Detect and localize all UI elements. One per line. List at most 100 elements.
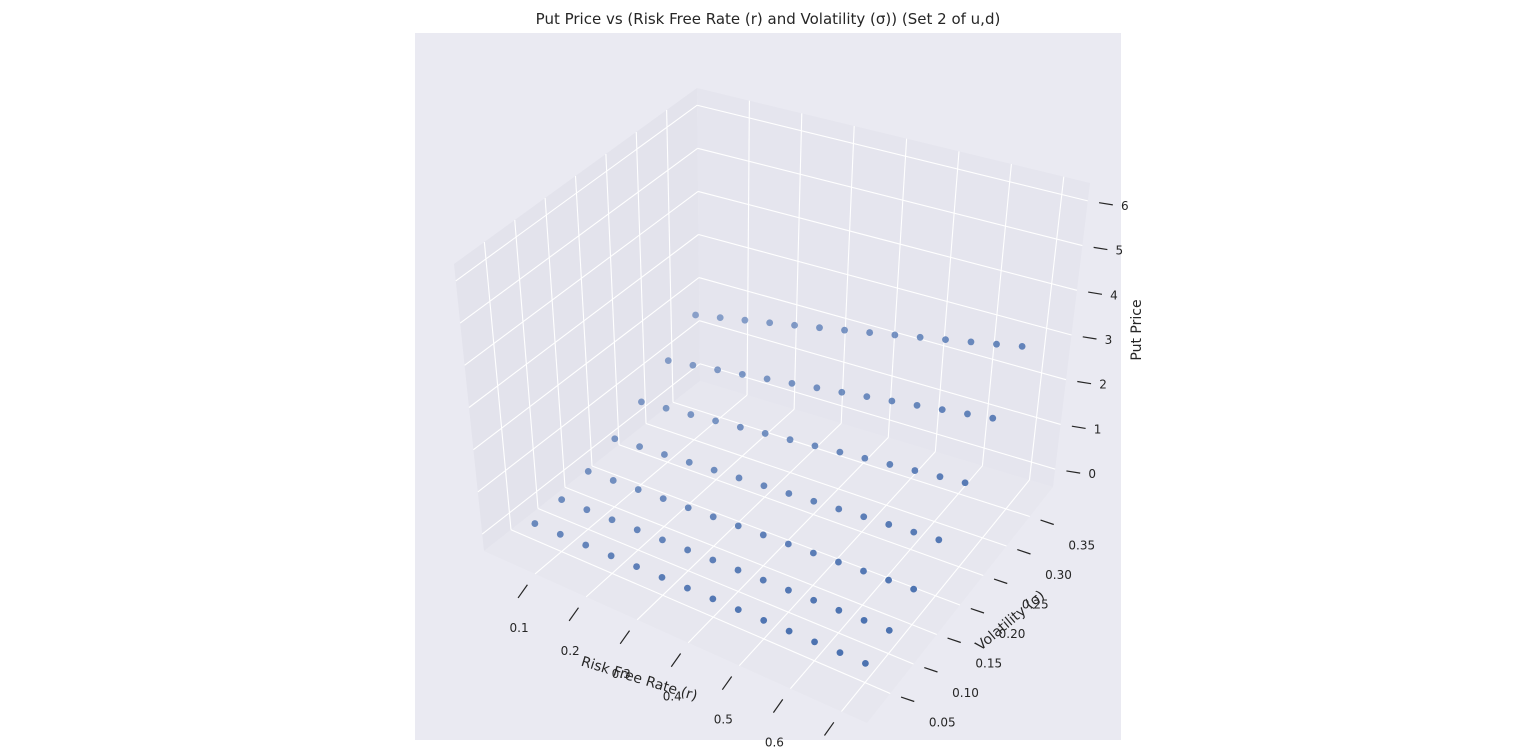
x-tick-label: 0.4	[663, 690, 682, 704]
z-tick-mark	[1088, 291, 1103, 295]
x-tick-mark	[670, 653, 682, 668]
grid-line-z-back	[698, 277, 1067, 381]
y-tick-mark	[1040, 519, 1054, 526]
data-point	[763, 375, 771, 383]
data-point	[942, 336, 949, 344]
data-point	[558, 496, 566, 504]
grid-lines	[455, 100, 1088, 712]
data-point	[791, 321, 798, 329]
data-point	[584, 467, 592, 475]
data-point	[836, 649, 844, 657]
data-point	[861, 454, 869, 462]
grid-line-z-left	[459, 147, 698, 324]
z-tick-label: 0	[1088, 467, 1096, 481]
grid-line-z-back	[697, 147, 1083, 247]
x-tick-label: 0.5	[714, 713, 733, 727]
grid-line-z-back	[697, 190, 1078, 291]
data-point	[582, 541, 590, 549]
data-point	[836, 448, 844, 456]
data-point	[760, 482, 768, 490]
z-tick-mark	[1066, 470, 1081, 474]
x-tick-mark	[823, 721, 835, 736]
data-point	[910, 585, 918, 593]
data-point	[734, 606, 742, 614]
data-point	[684, 504, 692, 512]
data-point	[835, 558, 842, 566]
data-point	[813, 384, 821, 392]
data-point	[938, 406, 946, 414]
z-tick-label: 6	[1121, 199, 1129, 213]
data-point	[989, 414, 997, 422]
data-point	[684, 546, 692, 554]
data-point	[734, 522, 742, 530]
grid-line-z-left	[473, 277, 700, 451]
data-point	[633, 563, 640, 570]
z-tick-label: 4	[1110, 288, 1118, 302]
data-point	[811, 638, 818, 646]
data-point	[760, 616, 768, 624]
data-point	[967, 338, 975, 346]
grid-line-y-floor	[564, 486, 937, 636]
data-point	[709, 556, 717, 564]
data-point	[636, 443, 643, 451]
data-point	[736, 423, 744, 431]
x-tick-label: 0.6	[765, 736, 784, 750]
data-point	[634, 486, 642, 493]
data-point	[661, 451, 668, 458]
grid-line-z-left	[468, 234, 699, 408]
data-point	[910, 528, 918, 536]
data-points	[531, 311, 1026, 667]
z-tick-mark	[1082, 336, 1097, 340]
data-point	[658, 573, 666, 581]
data-point	[860, 616, 868, 624]
data-point	[961, 479, 969, 487]
data-point	[607, 552, 615, 560]
data-point	[835, 606, 843, 614]
x-tick-mark	[772, 699, 784, 713]
y-tick-mark	[993, 578, 1008, 585]
data-point	[735, 474, 743, 482]
data-point	[692, 311, 699, 319]
z-tick-mark	[1077, 380, 1092, 385]
data-point	[556, 530, 564, 538]
data-point	[684, 584, 691, 592]
data-point	[734, 566, 742, 574]
data-point	[664, 357, 672, 365]
grid-line-z-back	[698, 233, 1072, 336]
data-point	[891, 331, 899, 339]
data-point	[816, 324, 823, 332]
data-point	[935, 536, 943, 544]
grid-line-y-floor	[510, 529, 891, 695]
data-point	[860, 513, 868, 521]
data-point	[810, 497, 818, 505]
data-point	[659, 495, 667, 503]
data-point	[687, 411, 695, 418]
y-tick-label: 0.30	[1045, 568, 1072, 582]
z-tick-mark	[1098, 202, 1113, 206]
data-point	[738, 370, 746, 378]
data-point	[709, 595, 717, 603]
y-tick-mark	[970, 608, 985, 614]
grid-line-z-left	[481, 363, 701, 535]
axis-ticks: 0.10.20.30.40.50.60.70.050.100.150.200.2…	[510, 199, 1129, 750]
grid-line-z-back	[697, 104, 1088, 202]
data-point	[811, 442, 819, 450]
y-tick-label: 0.10	[952, 686, 979, 700]
z-tick-mark	[1071, 425, 1086, 430]
x-tick-label: 0.1	[510, 621, 529, 635]
y-tick-label: 0.35	[1068, 539, 1095, 553]
x-tick-label: 0.2	[561, 644, 580, 658]
z-tick-mark	[1093, 246, 1108, 251]
grid-line-y-floor	[591, 465, 961, 606]
grid-line-y-floor	[645, 422, 1007, 547]
data-point	[838, 388, 846, 396]
data-point	[741, 316, 749, 324]
data-point	[759, 531, 767, 539]
data-point	[662, 404, 670, 412]
data-point	[716, 314, 724, 321]
data-point	[810, 596, 818, 604]
y-tick-mark	[924, 667, 938, 673]
data-point	[583, 506, 591, 514]
y-tick-mark	[1017, 549, 1031, 555]
